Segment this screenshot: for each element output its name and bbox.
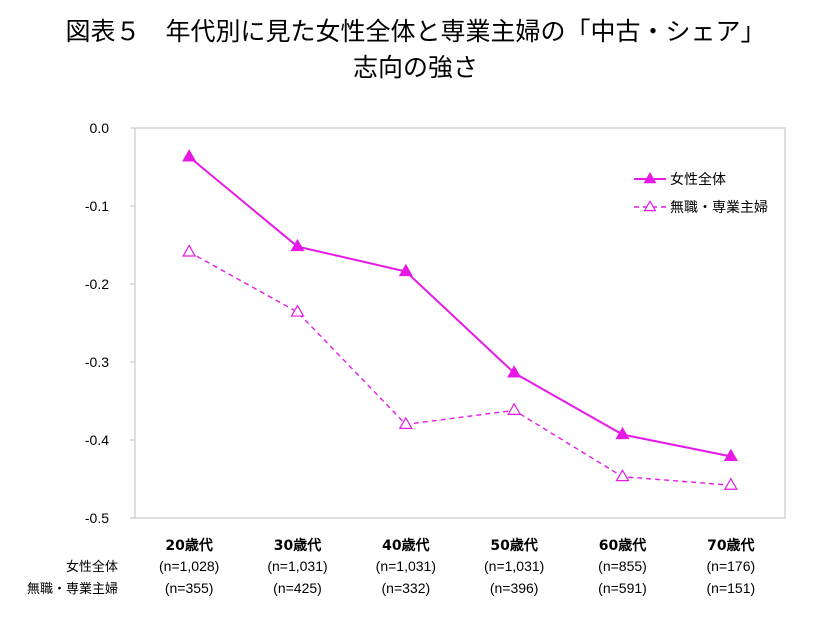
- sample-size-label: (n=151): [707, 580, 756, 596]
- sample-size-label: (n=1,031): [484, 558, 544, 574]
- x-category-label: 60歳代: [599, 537, 646, 554]
- sample-size-label: (n=176): [707, 558, 756, 574]
- series-2-point: [615, 468, 630, 482]
- series-1-point: [615, 426, 630, 440]
- sample-size-label: (n=855): [598, 558, 647, 574]
- legend-marker-1: [643, 171, 657, 184]
- sample-size-label: (n=355): [165, 580, 214, 596]
- y-tick-label: 0.0: [90, 120, 110, 136]
- sample-size-label: (n=396): [490, 580, 539, 596]
- series-line-1: [188, 156, 732, 458]
- legend-marker-2: [643, 199, 657, 212]
- sample-size-label: (n=1,031): [267, 558, 327, 574]
- sample-size-label: (n=591): [598, 580, 647, 596]
- y-tick-label: -0.3: [85, 354, 109, 370]
- series-1-point: [723, 448, 738, 461]
- x-category-label: 40歳代: [382, 537, 429, 554]
- series-1-point: [290, 238, 305, 252]
- sample-size-label: (n=1,031): [376, 558, 436, 574]
- series-1-point: [507, 365, 522, 378]
- chart-title-line1: 図表５ 年代別に見た女性全体と専業主婦の「中古・シェア」: [65, 17, 766, 46]
- chart-title: 図表５ 年代別に見た女性全体と専業主婦の「中古・シェア」 志向の強さ: [0, 14, 831, 86]
- legend-label-1: 女性全体: [670, 171, 726, 188]
- y-tick-label: -0.5: [85, 510, 109, 526]
- sample-size-label: (n=332): [382, 580, 431, 596]
- x-category-label: 70歳代: [707, 537, 754, 554]
- series-2-point: [290, 304, 305, 317]
- y-tick-label: -0.4: [85, 432, 109, 448]
- x-category-label: 30歳代: [274, 537, 321, 554]
- series-2-point: [723, 477, 738, 490]
- sample-row-label: 女性全体: [66, 559, 118, 575]
- series-2-point: [398, 416, 413, 429]
- sample-size-label: (n=425): [273, 580, 322, 596]
- x-category-label: 50歳代: [490, 537, 537, 554]
- y-tick-label: -0.2: [85, 276, 109, 292]
- series-2-point: [507, 402, 522, 415]
- sample-size-label: (n=1,028): [159, 558, 219, 574]
- series-1-point: [182, 149, 197, 162]
- series-2-point: [182, 244, 197, 257]
- sample-row-label: 無職・専業主婦: [27, 581, 118, 597]
- series-line-2: [188, 251, 731, 486]
- chart-title-line2: 志向の強さ: [352, 53, 478, 82]
- plot-area-border: [134, 127, 786, 519]
- legend-label-2: 無職・専業主婦: [670, 199, 768, 216]
- x-category-label: 20歳代: [165, 537, 212, 554]
- y-tick-label: -0.1: [85, 198, 109, 214]
- series-1-point: [398, 263, 413, 277]
